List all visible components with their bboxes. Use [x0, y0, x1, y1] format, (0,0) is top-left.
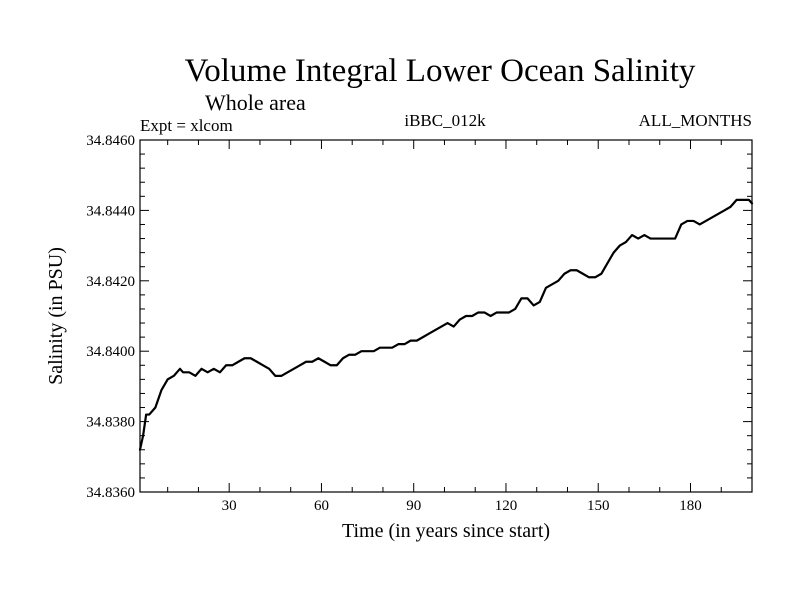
x-axis: 30 60 90 120 150 180	[167, 140, 722, 514]
x-tick-label: 30	[222, 498, 237, 514]
y-tick-label: 34.8440	[86, 203, 135, 219]
y-tick-label: 34.8420	[86, 274, 135, 290]
y-tick-label: 34.8400	[86, 344, 135, 360]
x-tick-label: 150	[587, 498, 610, 514]
x-tick-label: 60	[314, 498, 329, 514]
x-tick-label: 180	[679, 498, 702, 514]
months-label: ALL_MONTHS	[639, 111, 752, 130]
y-axis: 34.8360 34.8380 34.8400 34.8420 34.8440 34.84…	[86, 133, 752, 501]
series-layer	[138, 198, 754, 451]
x-tick-label: 90	[406, 498, 421, 514]
experiment-label: Expt = xlcom	[140, 116, 233, 135]
y-tick-label: 34.8460	[86, 133, 135, 149]
y-tick-label: 34.8380	[86, 415, 135, 431]
y-axis-label: Salinity (in PSU)	[45, 247, 67, 385]
y-tick-label: 34.8360	[86, 485, 135, 501]
x-axis-label: Time (in years since start)	[342, 520, 550, 542]
chart-subtitle: Whole area	[205, 90, 306, 115]
run-label: iBBC_012k	[404, 111, 486, 130]
series-line	[138, 198, 754, 451]
x-tick-label: 120	[495, 498, 518, 514]
plot-frame	[139, 139, 753, 493]
chart-title: Volume Integral Lower Ocean Salinity	[185, 53, 696, 89]
